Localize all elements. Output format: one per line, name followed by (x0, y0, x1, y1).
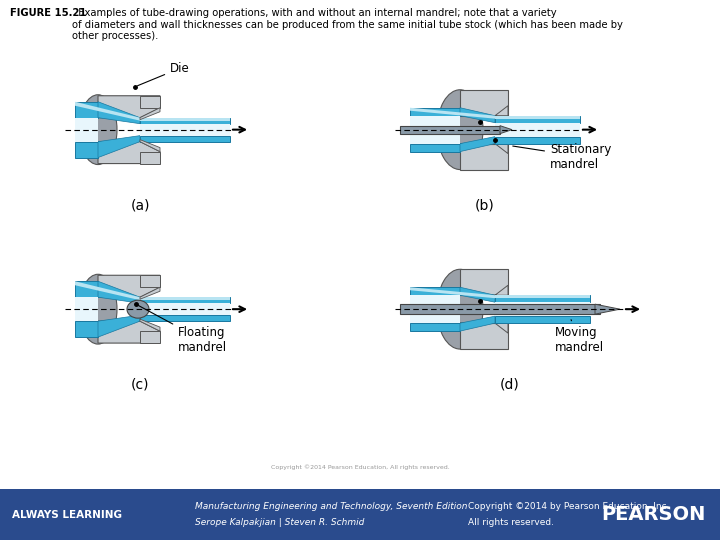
Polygon shape (460, 144, 508, 153)
Polygon shape (98, 136, 140, 158)
Ellipse shape (79, 94, 117, 165)
Bar (495, 302, 590, 316)
Polygon shape (460, 137, 495, 152)
Polygon shape (460, 107, 495, 123)
Polygon shape (460, 285, 508, 295)
Polygon shape (495, 316, 590, 323)
Polygon shape (75, 102, 98, 118)
Bar (75, 297, 98, 321)
Text: PEARSON: PEARSON (602, 505, 706, 524)
Polygon shape (140, 96, 160, 107)
Polygon shape (140, 275, 160, 287)
Ellipse shape (437, 269, 483, 349)
Polygon shape (140, 140, 160, 152)
Polygon shape (140, 297, 230, 300)
Polygon shape (98, 321, 160, 343)
Polygon shape (460, 269, 508, 295)
Text: (c): (c) (131, 378, 149, 392)
Text: Serope Kalpakjian | Steven R. Schmid: Serope Kalpakjian | Steven R. Schmid (195, 518, 364, 528)
Polygon shape (98, 141, 160, 164)
Polygon shape (140, 331, 160, 343)
Polygon shape (495, 137, 580, 144)
Ellipse shape (437, 90, 483, 170)
Text: Copyright ©2014 Pearson Education, All rights reserved.: Copyright ©2014 Pearson Education, All r… (271, 464, 449, 470)
Text: Floating
mandrel: Floating mandrel (138, 306, 227, 354)
Bar (75, 118, 98, 141)
Text: Examples of tube-drawing operations, with and without an internal mandrel; note : Examples of tube-drawing operations, wit… (72, 8, 623, 41)
Polygon shape (410, 144, 460, 152)
Text: (b): (b) (475, 198, 495, 212)
Text: (d): (d) (500, 378, 520, 392)
Text: (a): (a) (130, 198, 150, 212)
Polygon shape (140, 107, 160, 120)
Text: Die: Die (138, 62, 190, 86)
Polygon shape (75, 321, 98, 337)
Polygon shape (98, 102, 140, 124)
Polygon shape (460, 90, 508, 116)
Polygon shape (410, 287, 495, 298)
Bar (495, 123, 580, 137)
Bar (400, 304, 600, 314)
Polygon shape (140, 136, 230, 141)
Polygon shape (495, 295, 590, 302)
Polygon shape (140, 152, 160, 164)
Polygon shape (460, 323, 508, 349)
Ellipse shape (79, 274, 117, 344)
Text: ALWAYS LEARNING: ALWAYS LEARNING (12, 510, 122, 520)
Polygon shape (140, 315, 230, 321)
Bar (410, 116, 460, 144)
Polygon shape (595, 304, 620, 314)
Polygon shape (460, 287, 495, 302)
Polygon shape (500, 126, 512, 133)
Polygon shape (75, 141, 98, 158)
Text: All rights reserved.: All rights reserved. (468, 518, 554, 528)
Polygon shape (140, 319, 160, 331)
Polygon shape (75, 102, 140, 120)
Polygon shape (460, 316, 495, 331)
Polygon shape (140, 287, 160, 299)
Polygon shape (460, 144, 508, 170)
Polygon shape (140, 118, 230, 120)
Ellipse shape (127, 300, 149, 318)
Polygon shape (98, 281, 140, 303)
Text: Copyright ©2014 by Pearson Education, Inc.: Copyright ©2014 by Pearson Education, In… (468, 502, 670, 511)
Polygon shape (410, 107, 495, 119)
Text: Stationary
mandrel: Stationary mandrel (513, 143, 611, 171)
Bar (140, 303, 230, 315)
Polygon shape (495, 295, 590, 298)
Text: FIGURE 15.21: FIGURE 15.21 (10, 8, 86, 18)
Polygon shape (410, 323, 460, 331)
Polygon shape (98, 315, 140, 337)
Polygon shape (75, 281, 98, 297)
Polygon shape (98, 275, 160, 297)
Polygon shape (98, 96, 160, 118)
Bar (400, 126, 500, 133)
Polygon shape (495, 116, 580, 123)
Polygon shape (75, 281, 140, 300)
Polygon shape (410, 287, 460, 295)
Text: Moving
mandrel: Moving mandrel (555, 320, 604, 354)
Bar (140, 124, 230, 136)
Bar (410, 295, 460, 323)
Polygon shape (460, 323, 508, 333)
Text: Manufacturing Engineering and Technology, Seventh Edition: Manufacturing Engineering and Technology… (195, 502, 467, 511)
Polygon shape (140, 297, 230, 303)
Polygon shape (410, 107, 460, 116)
Polygon shape (495, 116, 580, 119)
Polygon shape (140, 118, 230, 124)
Polygon shape (460, 106, 508, 116)
